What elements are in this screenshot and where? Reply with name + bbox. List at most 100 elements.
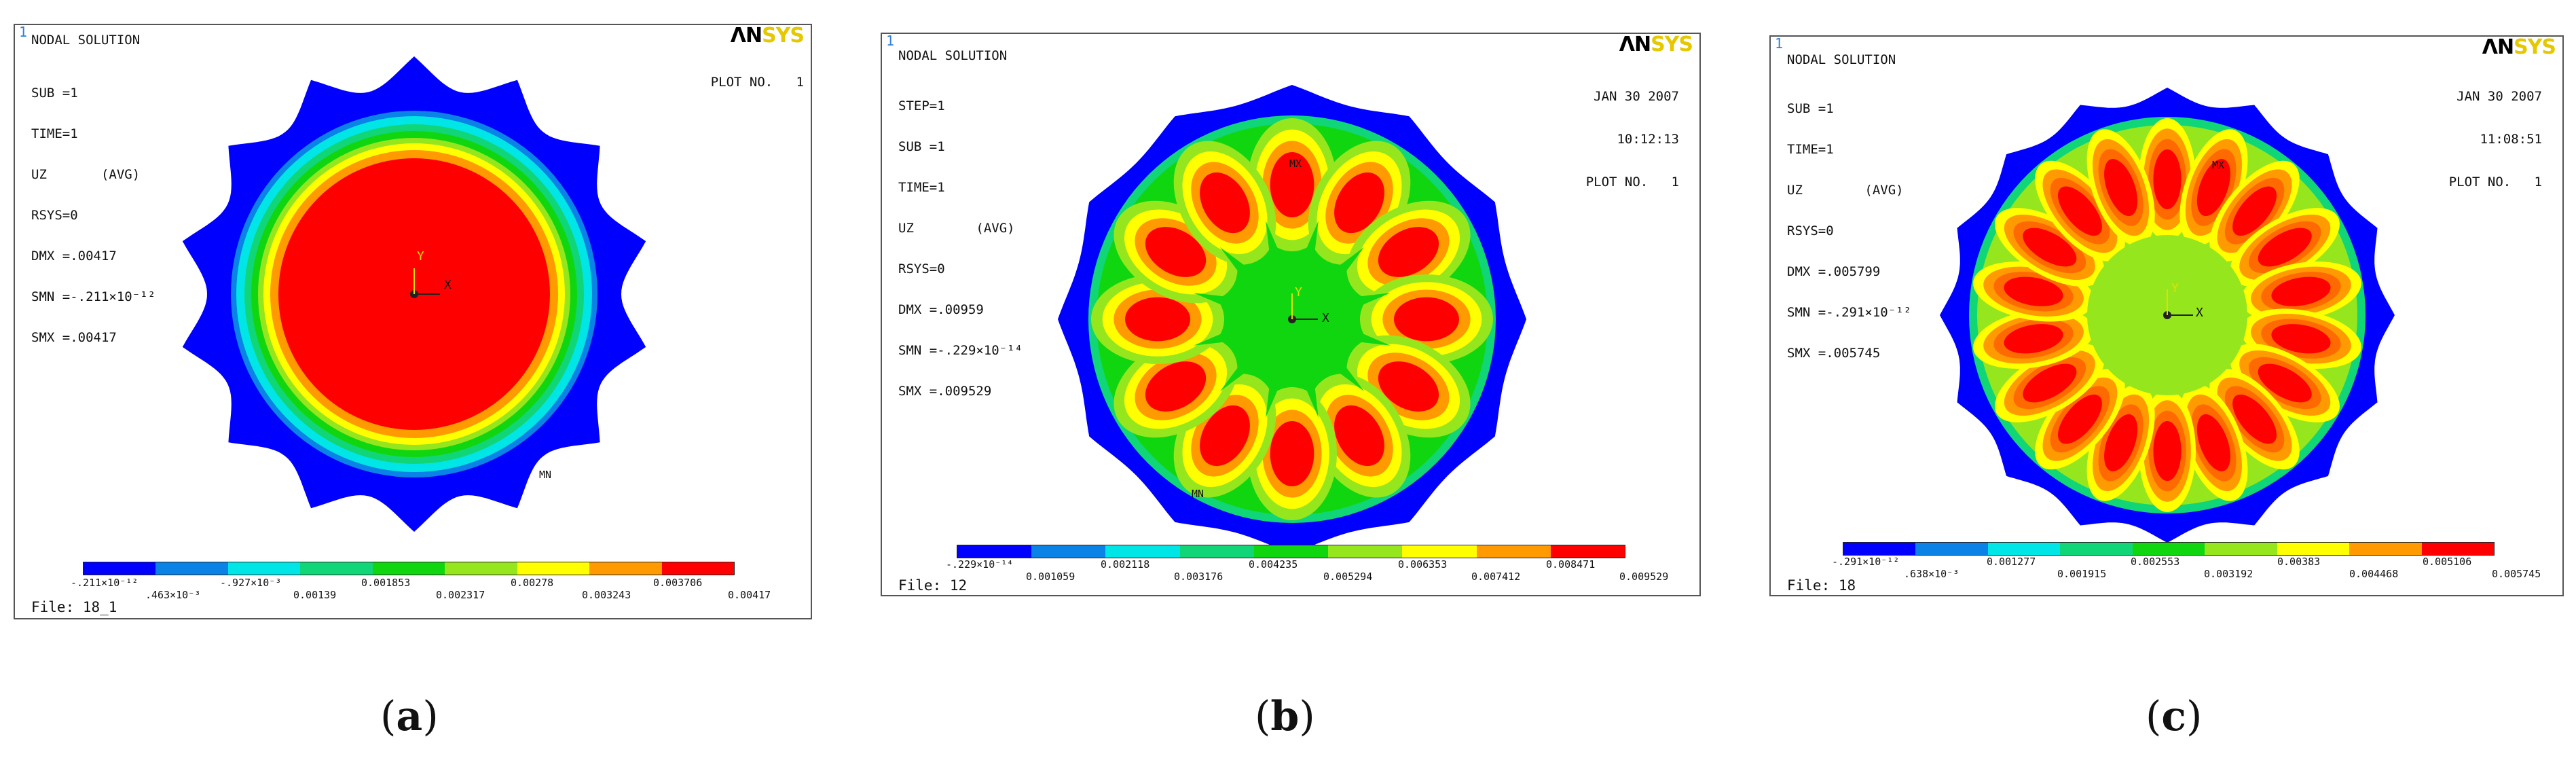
info-line: UZ (AVG) [1787,183,1904,198]
legend-tick: 0.003706 [653,577,703,589]
legend-swatch [1328,545,1403,558]
lobe-contour [1334,405,1384,467]
lobe-contour [2104,159,2138,217]
panel-a: 1 NODAL SOLUTION SUB =1 TIME=1 UZ (AVG) … [14,24,812,619]
lobe-group [2230,208,2340,287]
info-line: SUB =1 [898,139,945,154]
legend-tick: 0.00278 [511,577,554,589]
ansys-logo-an: ΛN [730,24,762,48]
info-line: SUB =1 [1787,101,1834,116]
lobe-group [1973,308,2094,369]
info-line: RSYS=0 [1787,223,1834,238]
legend-tick: 0.003192 [2204,568,2253,580]
legend-tick: 0.001277 [1987,556,2036,568]
lobe-group [2209,369,2300,470]
caption-a: (a) [380,693,439,740]
legend-swatch [1179,545,1254,558]
lobe-group [1346,200,1471,304]
panel-b: 1 NODAL SOLUTION STEP=1 SUB =1 TIME=1 UZ… [881,33,1701,596]
solution-info-block: SUB =1 TIME=1 UZ (AVG) RSYS=0 DMX =.0057… [1787,75,1911,387]
legend-swatch [1987,543,2061,555]
legend-tick: 0.00417 [728,589,771,601]
legend-tick: 0.004468 [2349,568,2399,580]
legend-swatch [661,562,734,575]
legend-tick: 0.001059 [1026,571,1075,583]
legend-tick: 0.003176 [1174,571,1223,583]
legend-swatch [2132,543,2205,555]
legend-tick: 0.009529 [1619,571,1669,583]
plot-date-label: JAN 30 2007 [2457,89,2542,104]
nodal-solution-header: NODAL SOLUTION [31,33,141,48]
plot-number-marker: 1 [886,33,895,49]
lobe-group [2209,160,2300,261]
lobe-group [2241,261,2361,322]
legend-colorbar [83,562,735,575]
info-line: SMX =.009529 [898,384,992,399]
lobe-contour [2023,363,2077,403]
lobe-contour [2058,394,2102,444]
plot-number-label: PLOT NO. 1 [710,75,804,90]
info-line: SMN =-.291×10⁻¹² [1787,305,1912,320]
legend-swatch [300,562,373,575]
info-line: TIME=1 [31,126,78,141]
legend-swatch [2060,543,2133,555]
ansys-logo-sys: SYS [1651,33,1693,56]
axis-y-label: Y [2171,281,2179,295]
legend-swatch [2349,543,2422,555]
legend-swatch [1402,545,1477,558]
legend-swatch [2421,543,2494,555]
lobe-contour [1145,227,1207,277]
info-line: UZ (AVG) [31,167,141,182]
legend-swatch [957,545,1032,558]
lobe-contour [2196,159,2230,217]
ansys-logo: ΛNSYS [730,24,805,48]
lobe-contour [1393,297,1460,342]
plot-number-marker: 1 [19,24,28,40]
lobe-contour [2232,186,2277,236]
plot-date-label: JAN 30 2007 [1594,89,1679,104]
legend-tick: 0.003243 [582,589,631,601]
legend-swatch [1843,543,1916,555]
lobe-group [1995,208,2105,287]
legend-swatch [2277,543,2350,555]
lobe-contour [2004,324,2063,354]
legend-colorbar [957,545,1625,558]
legend-swatch [1476,545,1551,558]
plot-time-label: 10:12:13 [1617,132,1679,147]
lobe-contour [1378,361,1439,412]
contour-plot-b [1058,85,1526,554]
info-line: SMN =-.229×10⁻¹⁴ [898,343,1023,358]
caption-b: (b) [1255,693,1315,740]
solution-info-block: SUB =1 TIME=1 UZ (AVG) RSYS=0 DMX =.0041… [31,59,155,372]
max-marker-label: MX [2212,159,2225,171]
lobe-contour [1200,405,1250,467]
lobe-group [2179,384,2248,501]
nodal-solution-header: NODAL SOLUTION [898,48,1008,63]
ansys-logo-sys: SYS [762,24,805,48]
nodal-solution-header: NODAL SOLUTION [1787,52,1896,67]
legend-tick: 0.005294 [1323,571,1373,583]
info-line: RSYS=0 [31,208,78,223]
lobe-group [1173,141,1276,265]
legend-tick: -.291×10⁻¹² [1832,556,1900,568]
lobe-contour [2004,276,2063,306]
legend-tick: 0.00383 [2277,556,2321,568]
lobe-contour [1124,297,1191,342]
legend-tick: .463×10⁻³ [145,589,201,601]
legend-tick: 0.002553 [2131,556,2180,568]
legend-swatch [1105,545,1180,558]
lobe-group [2035,369,2125,470]
lobe-group [1995,344,2105,422]
min-marker-label: MN [539,469,552,481]
lobe-contour [2196,414,2230,471]
legend-tick: 0.001915 [2057,568,2107,580]
legend-swatch [227,562,301,575]
caption-c: (c) [2146,693,2203,740]
info-line: DMX =.00417 [31,249,117,264]
lobe-contour [2271,276,2331,306]
lobe-contour [2232,394,2277,444]
min-marker-label: MN [1192,488,1204,500]
lobe-contour [2153,420,2182,482]
ansys-logo-an: ΛN [2482,35,2514,59]
legend-swatch [517,562,590,575]
